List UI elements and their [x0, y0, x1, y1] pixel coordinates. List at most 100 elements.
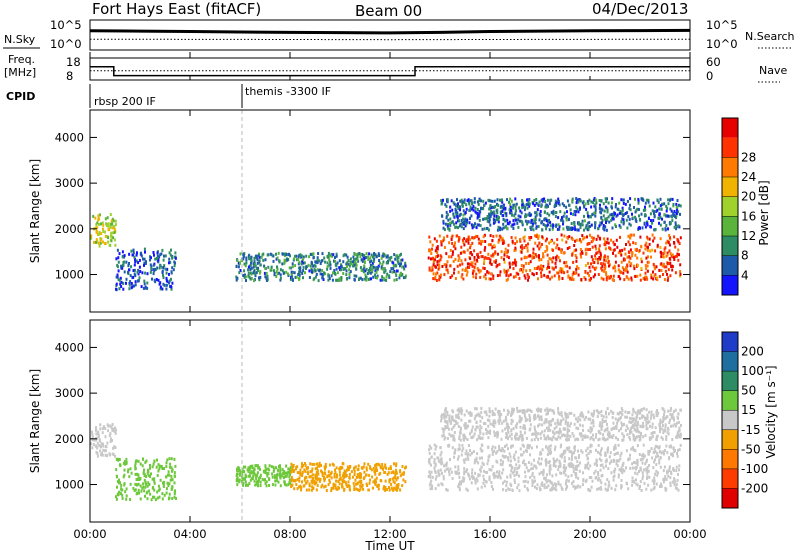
velocity-cell	[300, 486, 303, 490]
velocity-cell	[284, 475, 287, 478]
power-cell	[310, 268, 313, 272]
power-cell	[667, 276, 670, 280]
power-cell	[431, 265, 434, 269]
velocity-cell	[527, 461, 530, 464]
power-cell	[604, 205, 607, 209]
velocity-cell	[479, 431, 482, 435]
power-cell	[667, 268, 670, 272]
power-cell	[444, 222, 447, 226]
power-cell	[467, 236, 470, 240]
power-cell	[258, 255, 261, 259]
power-cell	[461, 268, 464, 272]
power-cell	[137, 268, 140, 272]
velocity-cell	[430, 446, 433, 450]
power-cell	[298, 273, 301, 277]
velocity-cell	[641, 471, 644, 475]
velocity-cell	[621, 409, 624, 413]
power-cell	[565, 205, 568, 209]
velocity-cell	[673, 422, 676, 426]
power-cell	[456, 198, 458, 202]
power-cell	[340, 278, 343, 282]
power-cell	[602, 277, 605, 281]
velocity-cell	[502, 448, 504, 452]
velocity-cell	[610, 409, 613, 413]
velocity-cell	[560, 453, 563, 457]
velocity-cell	[606, 448, 609, 451]
velocity-cell	[566, 424, 569, 428]
velocity-cell	[560, 411, 563, 415]
power-cell	[431, 247, 433, 251]
velocity-cell	[356, 481, 359, 485]
power-cell	[150, 256, 152, 260]
power-cell	[535, 272, 538, 275]
power-cell	[136, 270, 139, 274]
power-cell	[541, 199, 544, 203]
power-cell	[458, 219, 461, 223]
power-cell	[523, 235, 526, 239]
power-cell	[139, 251, 142, 255]
velocity-cell	[459, 482, 462, 486]
power-cell	[394, 263, 397, 267]
power-cell	[676, 199, 679, 202]
power-cell	[144, 286, 147, 290]
power-cell	[364, 269, 367, 273]
velocity-cell	[632, 425, 635, 429]
velocity-cell	[137, 476, 140, 480]
velocity-cell	[608, 455, 611, 459]
velocity-cell	[117, 493, 120, 497]
velocity-cell	[458, 488, 461, 492]
velocity-cell	[344, 474, 347, 478]
power-cell	[676, 208, 678, 212]
velocity-cell	[547, 449, 550, 453]
power-cell	[527, 254, 530, 258]
velocity-cell	[576, 460, 579, 464]
velocity-cell	[101, 451, 103, 455]
power-cell	[257, 254, 260, 258]
power-cell	[279, 273, 282, 277]
power-cell	[629, 264, 632, 268]
power-cell	[129, 274, 132, 278]
power-cell	[555, 258, 558, 262]
power-cell	[486, 219, 489, 223]
velocity-cell	[552, 487, 555, 491]
velocity-cell	[572, 466, 575, 470]
velocity-cell	[609, 451, 612, 455]
velocity-cell	[149, 463, 151, 467]
velocity-cell	[558, 412, 561, 416]
power-cell	[617, 251, 620, 255]
power-cell	[511, 241, 514, 245]
velocity-cell	[341, 466, 344, 470]
velocity-cell	[621, 424, 624, 428]
power-cell	[575, 248, 578, 252]
power-cell	[164, 254, 167, 258]
velocity-cell	[298, 471, 301, 475]
velocity-cell	[595, 461, 598, 465]
power-cell	[659, 215, 662, 219]
power-cell	[308, 255, 311, 259]
power-cell	[497, 215, 499, 219]
velocity-cell	[577, 416, 580, 420]
velocity-cell	[615, 462, 618, 466]
power-cell	[538, 258, 541, 262]
velocity-cell	[601, 421, 604, 425]
velocity-cell	[428, 461, 431, 465]
velocity-cell	[545, 460, 548, 464]
power-cell	[585, 224, 588, 228]
power-cell	[299, 266, 302, 270]
power-cell	[432, 256, 435, 260]
power-cell	[496, 263, 499, 267]
power-cell	[595, 251, 598, 255]
power-cell	[599, 237, 602, 241]
velocity-cell	[668, 445, 671, 449]
velocity-cell	[434, 477, 437, 481]
power-cell	[535, 226, 538, 230]
velocity-cell	[100, 445, 102, 448]
velocity-cell	[643, 454, 646, 458]
power-cell	[669, 262, 672, 265]
power-cell	[138, 258, 141, 262]
velocity-cell	[511, 411, 514, 415]
power-cell	[395, 278, 398, 282]
power-cell	[558, 227, 561, 231]
power-cell	[496, 252, 499, 256]
velocity-cell	[430, 479, 433, 483]
